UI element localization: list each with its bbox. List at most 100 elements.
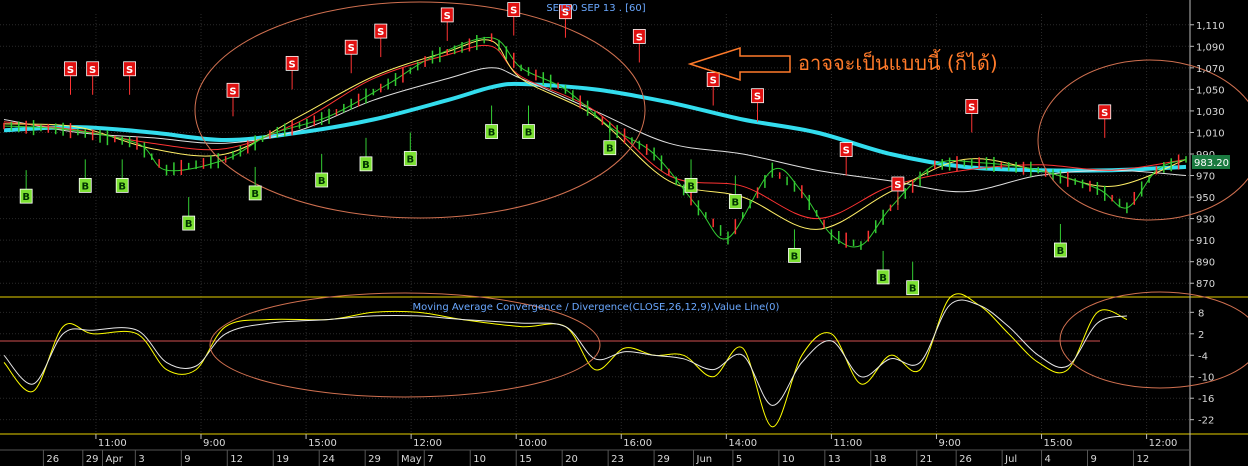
highlight-ellipse (209, 292, 601, 398)
signal-box (728, 194, 742, 209)
date-tick-label: 5 (736, 454, 742, 465)
signal-label: S (444, 11, 451, 22)
date-tick-label: 3 (138, 454, 144, 465)
price-tick-label: 890 (1196, 258, 1215, 269)
signal-box (507, 2, 521, 17)
sell-signal: S (123, 61, 136, 95)
signal-box (522, 124, 535, 139)
price-series-line (3, 37, 1187, 248)
macd-tick-label: -16 (1198, 394, 1214, 405)
sell-signal: S (706, 72, 720, 106)
ellipse-layer (194, 1, 1248, 398)
signal-label: B (1057, 246, 1065, 257)
signal-box (359, 156, 373, 172)
date-tick-label: May (401, 454, 422, 465)
date-tick-label: 10 (473, 454, 486, 465)
time-tick-label: 15:00 (308, 438, 337, 449)
annotation-text: อาจจะเป็นแบบนี้ (ก็ได้) (798, 49, 998, 75)
signal-box (64, 61, 77, 77)
time-tick-label: 15:00 (1044, 438, 1073, 449)
signal-label: S (754, 92, 761, 103)
last-price-label-bg (1192, 155, 1230, 169)
price-series-line (3, 44, 1187, 220)
date-tick-label: 29 (86, 454, 99, 465)
price-series-line (3, 39, 1187, 230)
signal-box (891, 176, 905, 192)
signal-label: S (510, 6, 517, 17)
last-price-label: 983.20 (1194, 158, 1229, 169)
signal-box (788, 247, 801, 263)
buy-signal: B (359, 137, 373, 172)
signal-box (1054, 242, 1067, 258)
time-tick-label: 16:00 (623, 438, 652, 449)
axis-layer: 1,1101,0901,0701,0501,0301,0109909709509… (42, 21, 1225, 466)
signal-box (374, 23, 388, 39)
highlight-ellipse (194, 1, 646, 219)
signal-label: B (407, 154, 415, 165)
buy-signal: B (403, 132, 417, 166)
price-tick-label: 910 (1196, 236, 1215, 247)
date-tick-label: 26 (959, 454, 972, 465)
date-tick-label: 4 (1045, 454, 1051, 465)
signal-label: B (118, 181, 126, 192)
signal-label: B (791, 251, 799, 262)
signal-label: B (909, 284, 917, 295)
sell-signal: S (344, 39, 358, 74)
signal-label: S (289, 59, 296, 70)
signal-box (485, 124, 498, 139)
signal-label: B (732, 198, 740, 209)
date-tick-label: 10 (782, 454, 795, 465)
signal-label: S (229, 86, 236, 97)
price-series-line (3, 81, 1187, 173)
signal-label: S (894, 180, 901, 191)
signal-label: B (879, 273, 887, 284)
signal-box (965, 99, 979, 114)
sell-signal: S (86, 61, 100, 95)
macd-tick-label: -22 (1198, 416, 1214, 427)
date-tick-label: 29 (368, 454, 381, 465)
signal-box (315, 172, 329, 188)
signal-box (19, 188, 33, 204)
signal-label: B (606, 144, 614, 155)
signal-layer: S S S S S S S S S S S S S S S S S B B B B B B B B B B B B B B B B B (19, 2, 1112, 296)
date-tick-label: 24 (322, 454, 335, 465)
date-tick-label: 13 (828, 454, 841, 465)
signal-box (559, 4, 572, 20)
sell-signal: S (440, 7, 454, 41)
sell-signal: S (632, 29, 646, 63)
buy-signal: B (315, 154, 329, 188)
signal-box (906, 280, 920, 296)
signal-label: S (636, 32, 643, 43)
sell-signal: S (374, 23, 388, 58)
signal-label: S (348, 43, 355, 54)
price-tick-label: 1,010 (1196, 128, 1225, 139)
date-tick-label: 29 (657, 454, 670, 465)
signal-label: S (843, 146, 850, 157)
date-tick-label: 23 (611, 454, 624, 465)
buy-signal: B (728, 175, 742, 209)
date-tick-label: 9 (1091, 454, 1097, 465)
signal-box (876, 269, 890, 285)
signal-label: B (525, 128, 533, 139)
signal-label: B (251, 189, 259, 200)
signal-box (403, 151, 417, 166)
time-tick-label: 11:00 (98, 438, 127, 449)
sell-signal: S (891, 176, 905, 210)
date-tick-label: 19 (276, 454, 289, 465)
date-tick-label: 12 (1136, 454, 1149, 465)
buy-signal: B (19, 170, 33, 204)
buy-signal: B (182, 197, 196, 231)
time-tick-label: 9:00 (938, 438, 960, 449)
signal-label: B (185, 219, 193, 230)
highlight-ellipse (1037, 59, 1248, 221)
signal-box (706, 72, 720, 87)
price-tick-label: 1,070 (1196, 64, 1225, 75)
buy-signal: B (876, 250, 890, 285)
signal-box (440, 7, 454, 23)
price-tick-label: 1,090 (1196, 42, 1225, 53)
price-tick-label: 950 (1196, 193, 1215, 204)
macd-tick-label: 2 (1198, 330, 1204, 341)
sell-signal: S (226, 82, 240, 117)
